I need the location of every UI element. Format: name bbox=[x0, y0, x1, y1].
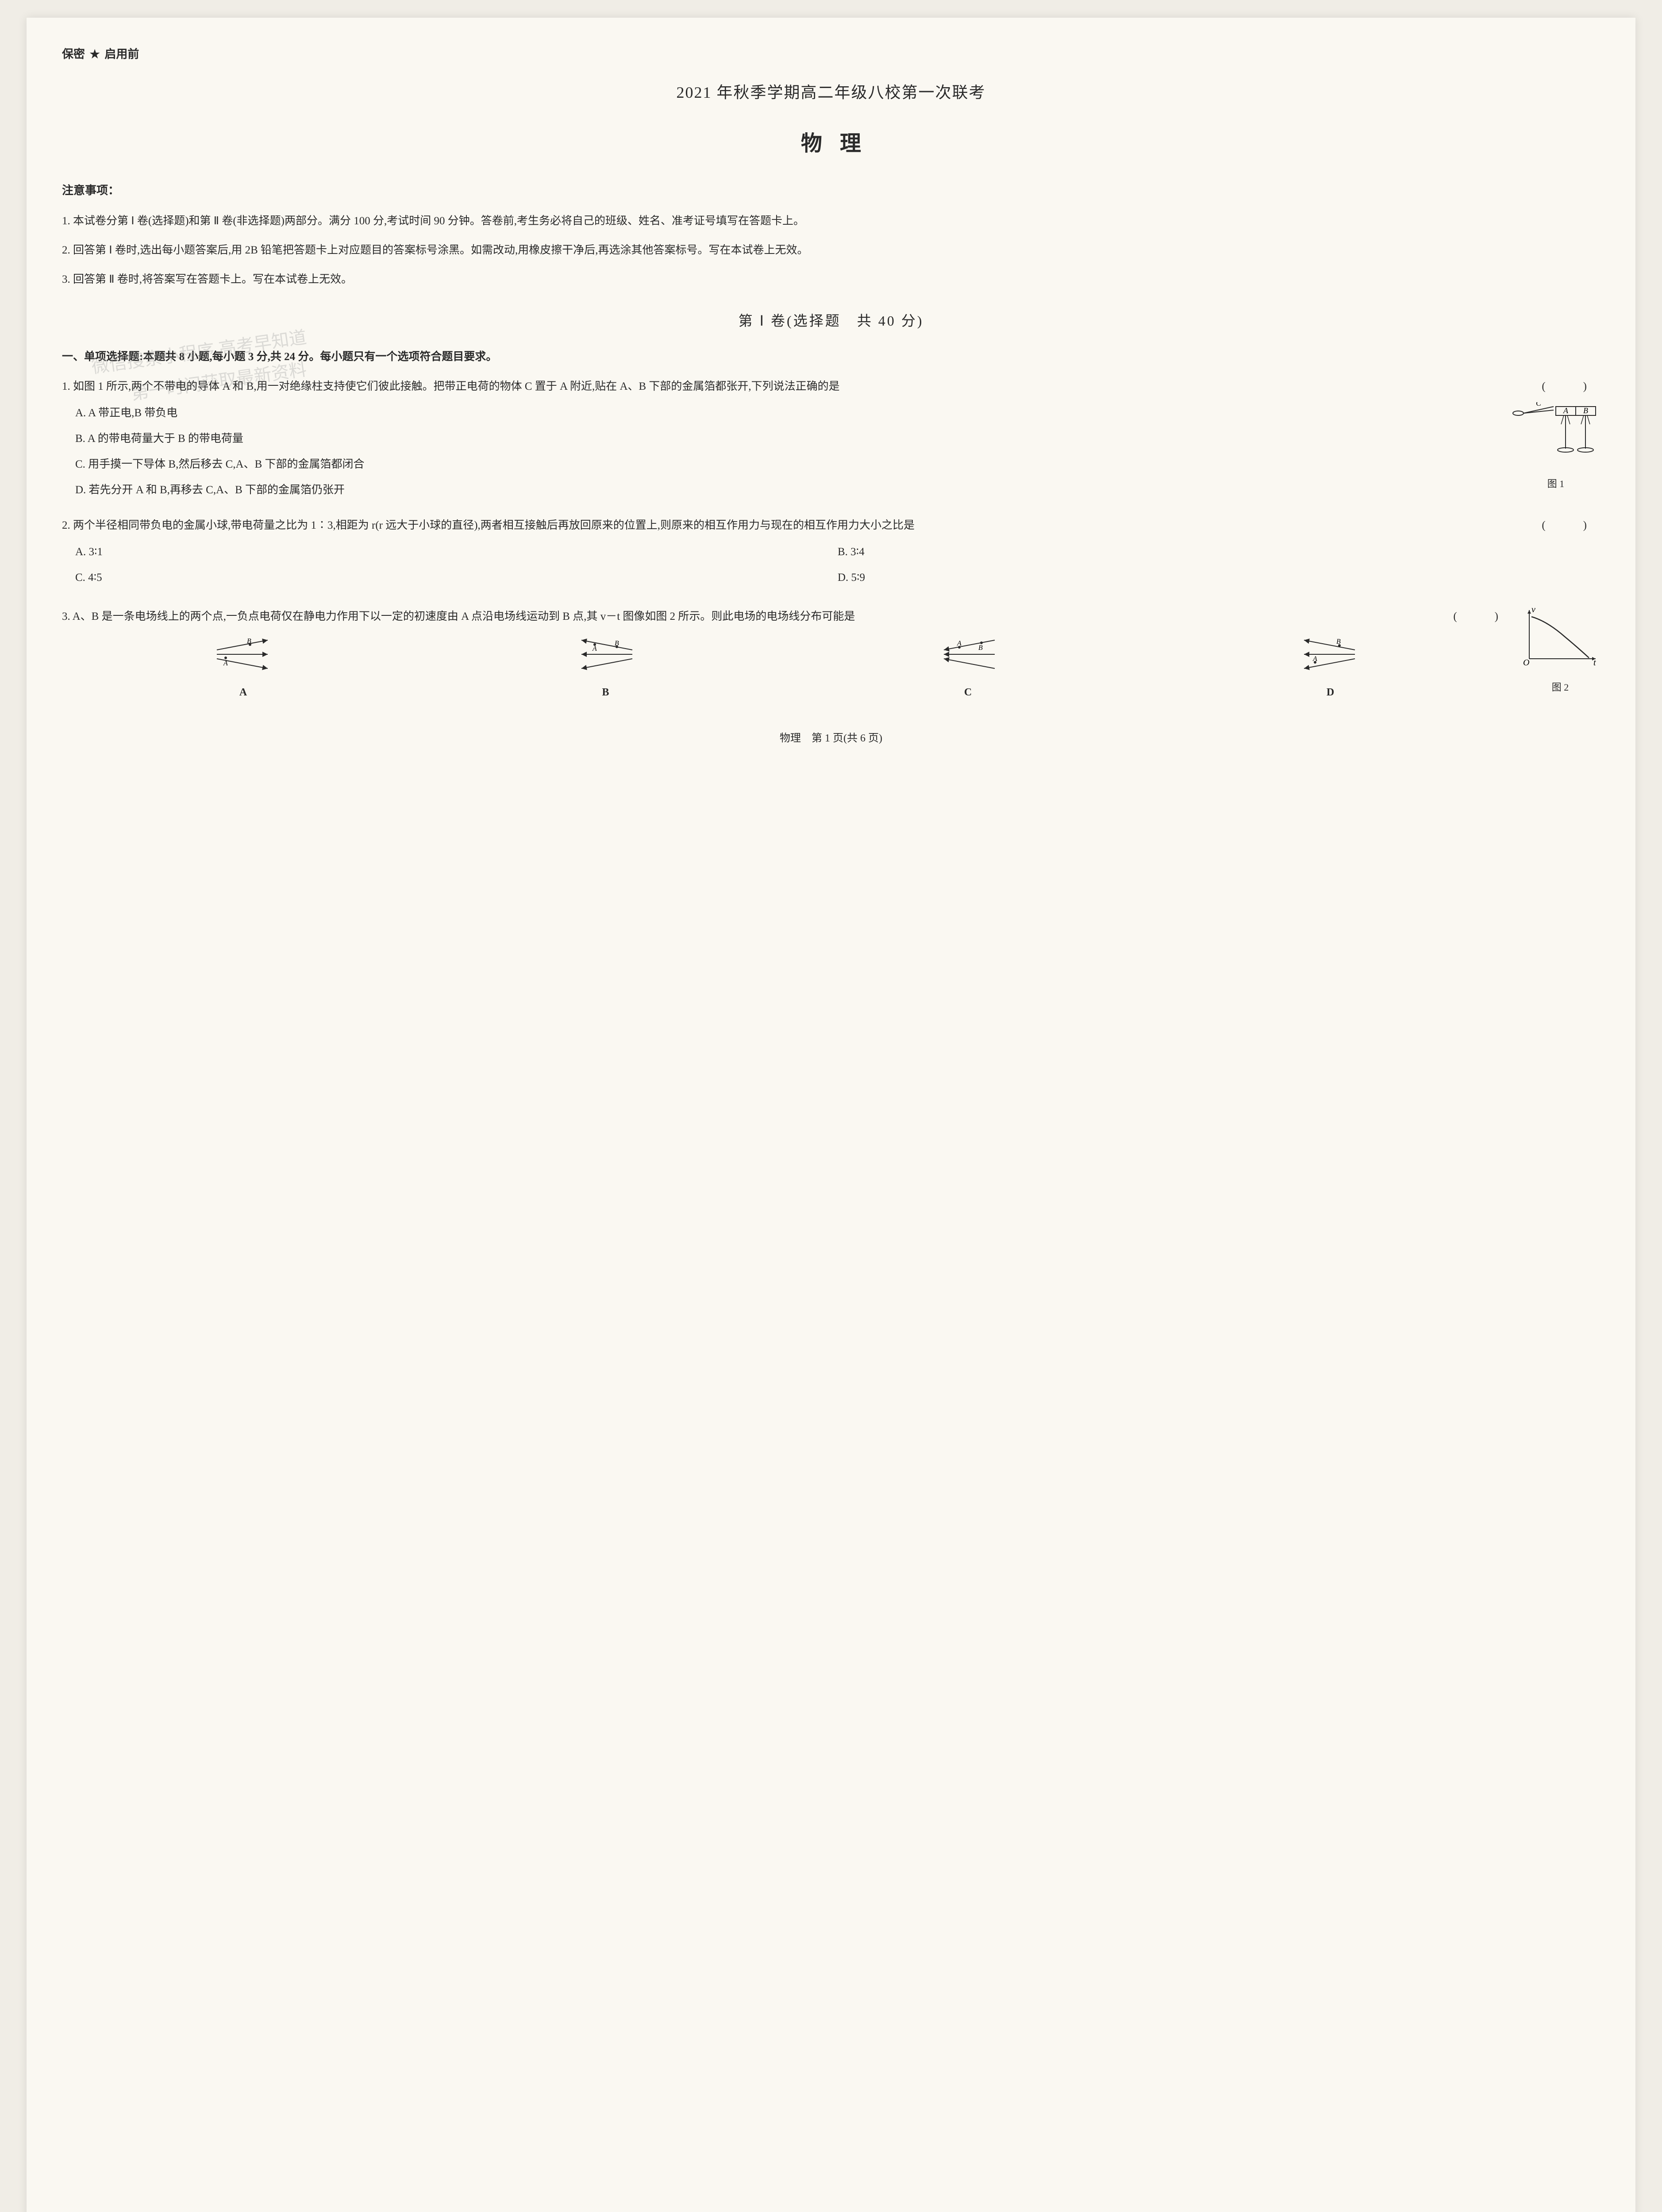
q3-label-a: A bbox=[212, 683, 274, 702]
q1-option-c: C. 用手摸一下导体 B,然后移去 C,A、B 下部的金属箔都闭合 bbox=[75, 453, 1600, 476]
q2-body: 2. 两个半径相同带负电的金属小球,带电荷量之比为 1∶3,相距为 r(r 远大… bbox=[62, 519, 915, 531]
question-3: 3. A、B 是一条电场线上的两个点,一负点电荷仅在静电力作用下以一定的初速度由… bbox=[62, 606, 1600, 702]
question-3-text: 3. A、B 是一条电场线上的两个点,一负点电荷仅在静电力作用下以一定的初速度由… bbox=[62, 606, 1600, 628]
confidential-text: 保密 bbox=[62, 48, 85, 61]
fig2-label-o: O bbox=[1523, 658, 1529, 668]
exam-title: 2021 年秋季学期高二年级八校第一次联考 bbox=[62, 78, 1600, 107]
q1-options: A. A 带正电,B 带负电 B. A 的带电荷量大于 B 的带电荷量 C. 用… bbox=[75, 402, 1600, 501]
part-description: 一、单项选择题:本题共 8 小题,每小题 3 分,共 24 分。每小题只有一个选… bbox=[62, 347, 1600, 367]
fig1-label-b: B bbox=[1583, 406, 1588, 415]
section-1-title: 第 Ⅰ 卷(选择题 共 40 分) bbox=[62, 308, 1600, 334]
star-icon: ★ bbox=[90, 48, 100, 61]
fig1-label-a: A bbox=[1563, 406, 1569, 415]
q3c-label-b: B bbox=[978, 644, 983, 652]
answer-paren: ( ) bbox=[1542, 515, 1600, 537]
question-2-text: 2. 两个半径相同带负电的金属小球,带电荷量之比为 1∶3,相距为 r(r 远大… bbox=[62, 515, 1600, 537]
q3-label-b: B bbox=[575, 683, 637, 702]
q3b-label-a: A bbox=[592, 645, 597, 653]
fig1-label-c: C bbox=[1536, 402, 1542, 407]
question-1-text: 1. 如图 1 所示,两个不带电的导体 A 和 B,用一对绝缘柱支持使它们彼此接… bbox=[62, 376, 1600, 398]
q3-label-c: C bbox=[937, 683, 999, 702]
figure-1-caption: 图 1 bbox=[1512, 475, 1600, 493]
q3a-label-a: A bbox=[223, 660, 228, 667]
page-footer: 物理 第 1 页(共 6 页) bbox=[62, 729, 1600, 748]
q2-option-d: D. 5∶9 bbox=[838, 567, 1600, 589]
q3c-label-a: A bbox=[957, 640, 962, 647]
q3-label-d: D bbox=[1300, 683, 1362, 702]
exam-page: 保密 ★ 启用前 2021 年秋季学期高二年级八校第一次联考 物理 注意事项： … bbox=[27, 18, 1635, 2212]
notice-item-1: 1. 本试卷分第 Ⅰ 卷(选择题)和第 Ⅱ 卷(非选择题)两部分。满分 100 … bbox=[62, 210, 1600, 232]
figure-1-svg: C A B bbox=[1512, 402, 1600, 464]
q3d-label-b: B bbox=[1336, 638, 1341, 645]
q3b-label-b: B bbox=[615, 640, 619, 647]
q2-option-a: A. 3∶1 bbox=[75, 541, 838, 563]
figure-2-svg: v t O bbox=[1520, 606, 1600, 668]
q3-diagram-d: A B D bbox=[1300, 637, 1362, 702]
beforeuse-text: 启用前 bbox=[104, 48, 139, 61]
q1-option-a: A. A 带正电,B 带负电 bbox=[75, 402, 1600, 424]
q3a-label-b: B bbox=[247, 637, 251, 645]
q1-option-b: B. A 的带电荷量大于 B 的带电荷量 bbox=[75, 428, 1600, 450]
q2-options: A. 3∶1 B. 3∶4 C. 4∶5 D. 5∶9 bbox=[75, 541, 1600, 592]
answer-paren: ( ) bbox=[1542, 376, 1600, 398]
q1-body: 1. 如图 1 所示,两个不带电的导体 A 和 B,用一对绝缘柱支持使它们彼此接… bbox=[62, 380, 840, 392]
figure-2: v t O 图 2 bbox=[1520, 606, 1600, 696]
confidential-mark: 保密 ★ 启用前 bbox=[62, 44, 1600, 65]
fig2-label-v: v bbox=[1531, 606, 1535, 614]
fig2-label-t: t bbox=[1593, 658, 1596, 668]
q3-body: 3. A、B 是一条电场线上的两个点,一负点电荷仅在静电力作用下以一定的初速度由… bbox=[62, 611, 855, 622]
q2-option-c: C. 4∶5 bbox=[75, 567, 838, 589]
question-1: 1. 如图 1 所示,两个不带电的导体 A 和 B,用一对绝缘柱支持使它们彼此接… bbox=[62, 376, 1600, 501]
q3-diagram-b: A B B bbox=[575, 637, 637, 702]
q1-option-d: D. 若先分开 A 和 B,再移去 C,A、B 下部的金属箔仍张开 bbox=[75, 479, 1600, 501]
q2-option-b: B. 3∶4 bbox=[838, 541, 1600, 563]
figure-2-caption: 图 2 bbox=[1520, 679, 1600, 696]
q3-option-diagrams: A B A A bbox=[62, 637, 1600, 702]
notice-title: 注意事项： bbox=[62, 180, 1600, 201]
q3d-label-a: A bbox=[1312, 655, 1317, 663]
notice-item-3: 3. 回答第 Ⅱ 卷时,将答案写在答题卡上。写在本试卷上无效。 bbox=[62, 269, 1600, 291]
subject-title: 物理 bbox=[62, 125, 1600, 163]
q3-diagram-a: A B A bbox=[212, 637, 274, 702]
answer-paren: ( ) bbox=[1453, 606, 1512, 628]
notice-item-2: 2. 回答第 Ⅰ 卷时,选出每小题答案后,用 2B 铅笔把答题卡上对应题目的答案… bbox=[62, 239, 1600, 261]
q3-diagram-c: A B C bbox=[937, 637, 999, 702]
figure-1: C A B 图 1 bbox=[1512, 402, 1600, 493]
question-2: 2. 两个半径相同带负电的金属小球,带电荷量之比为 1∶3,相距为 r(r 远大… bbox=[62, 515, 1600, 592]
